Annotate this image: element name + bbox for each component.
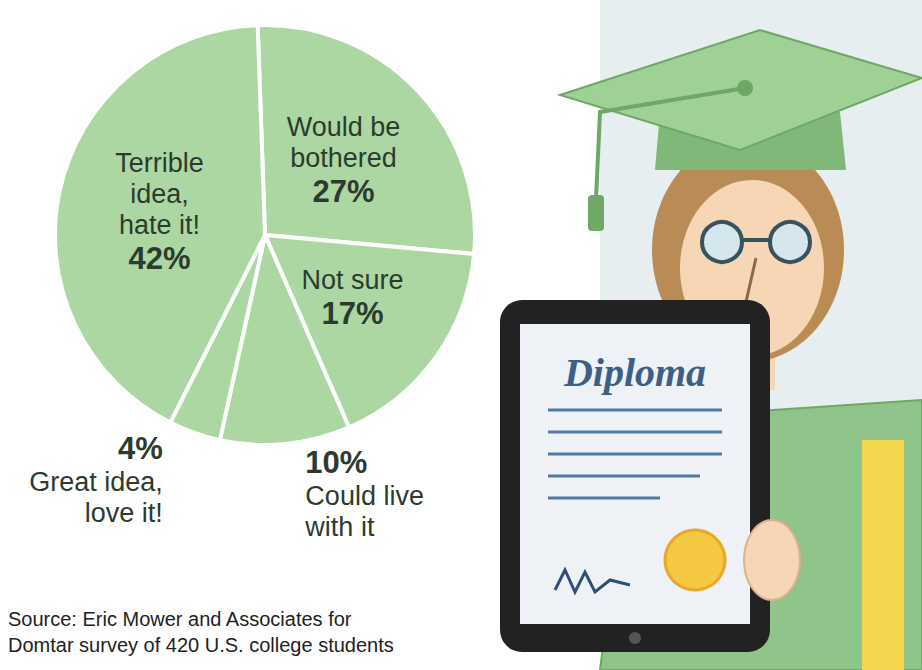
- svg-text:10%: 10%: [305, 445, 367, 480]
- svg-text:42%: 42%: [128, 241, 190, 276]
- svg-text:hate it!: hate it!: [119, 210, 200, 240]
- svg-text:bothered: bothered: [290, 143, 397, 173]
- svg-text:Domtar survey of 420 U.S. coll: Domtar survey of 420 U.S. college studen…: [8, 634, 394, 656]
- svg-text:Diploma: Diploma: [563, 350, 706, 395]
- svg-text:Great idea,: Great idea,: [29, 467, 163, 497]
- svg-text:17%: 17%: [322, 296, 384, 331]
- svg-text:Source: Eric Mower and Associa: Source: Eric Mower and Associates for: [8, 608, 352, 630]
- svg-text:love it!: love it!: [85, 498, 163, 528]
- svg-text:27%: 27%: [312, 174, 374, 209]
- svg-text:idea,: idea,: [130, 179, 189, 209]
- svg-text:Not sure: Not sure: [302, 265, 404, 295]
- svg-text:4%: 4%: [118, 431, 163, 466]
- svg-text:Could live: Could live: [305, 481, 424, 511]
- svg-text:Would be: Would be: [287, 112, 401, 142]
- svg-text:with it: with it: [304, 512, 375, 542]
- svg-text:Terrible: Terrible: [115, 148, 204, 178]
